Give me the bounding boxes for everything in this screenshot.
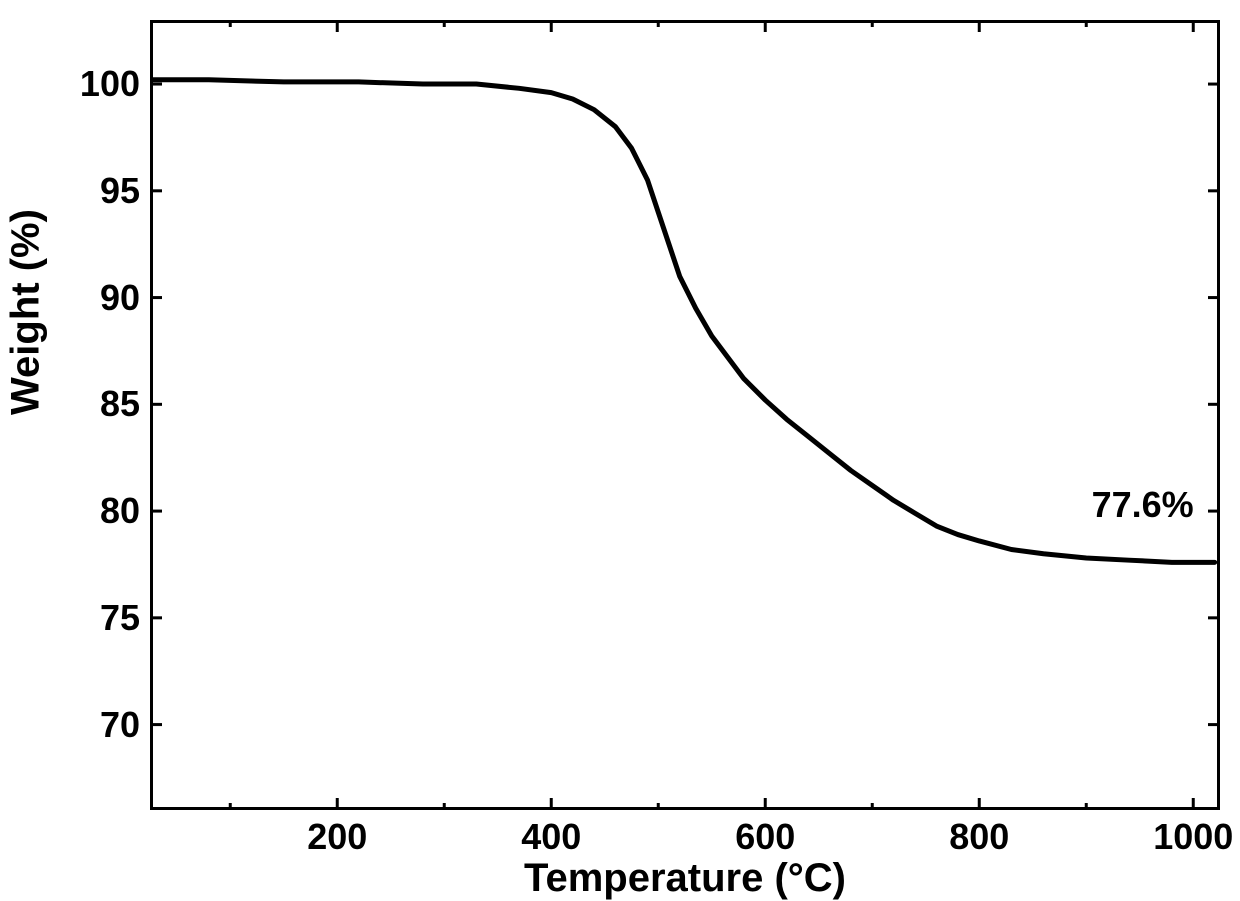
x-tick-label: 200 [307, 816, 367, 858]
tga-chart: Weight (%) Temperature (°C) 200 400 600 800… [0, 0, 1240, 901]
y-tick-label: 90 [100, 277, 140, 319]
plot-area [150, 20, 1220, 810]
y-tick-label: 80 [100, 490, 140, 532]
x-axis-label: Temperature (°C) [524, 856, 846, 901]
y-axis-label: Weight (%) [4, 209, 49, 415]
y-tick-label: 85 [100, 383, 140, 425]
x-tick-label: 1000 [1153, 816, 1233, 858]
y-tick-label: 100 [80, 63, 140, 105]
x-tick-label: 800 [949, 816, 1009, 858]
y-tick-label: 75 [100, 597, 140, 639]
y-tick-label: 95 [100, 170, 140, 212]
y-tick-label: 70 [100, 704, 140, 746]
x-tick-label: 600 [735, 816, 795, 858]
final-weight-annotation: 77.6% [1092, 484, 1194, 526]
x-tick-label: 400 [521, 816, 581, 858]
